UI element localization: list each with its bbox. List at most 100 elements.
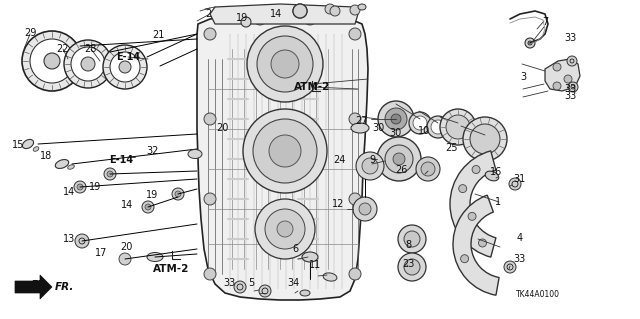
Ellipse shape	[188, 150, 202, 159]
Circle shape	[81, 57, 95, 71]
Text: 17: 17	[95, 248, 108, 258]
Circle shape	[463, 117, 507, 161]
Circle shape	[525, 38, 535, 48]
Circle shape	[470, 124, 500, 154]
Text: 29: 29	[24, 28, 37, 39]
Circle shape	[349, 113, 361, 125]
Text: 7: 7	[542, 17, 548, 27]
Circle shape	[409, 112, 431, 134]
Circle shape	[404, 259, 420, 275]
Text: 19: 19	[236, 12, 248, 23]
Text: 25: 25	[445, 143, 458, 153]
Text: 3: 3	[520, 72, 527, 82]
Text: 11: 11	[308, 260, 321, 271]
Text: ATM-2: ATM-2	[154, 263, 189, 274]
Circle shape	[377, 137, 421, 181]
Text: 33: 33	[223, 278, 236, 288]
Circle shape	[404, 231, 420, 247]
Ellipse shape	[68, 165, 74, 169]
Text: 22: 22	[56, 44, 69, 55]
Text: 19: 19	[146, 190, 159, 200]
Text: 16: 16	[490, 167, 502, 177]
Circle shape	[427, 116, 449, 138]
Circle shape	[413, 116, 427, 130]
Text: 18: 18	[40, 151, 52, 161]
Circle shape	[440, 109, 476, 145]
Circle shape	[277, 221, 293, 237]
Text: 20: 20	[120, 242, 133, 252]
Circle shape	[107, 171, 113, 177]
Polygon shape	[545, 59, 580, 91]
Ellipse shape	[22, 139, 33, 149]
Circle shape	[472, 166, 480, 174]
Circle shape	[356, 152, 384, 180]
Circle shape	[462, 222, 470, 231]
Polygon shape	[210, 4, 358, 24]
Circle shape	[71, 47, 105, 81]
Circle shape	[253, 119, 317, 183]
Circle shape	[304, 13, 316, 25]
Text: 21: 21	[152, 30, 165, 40]
Circle shape	[353, 197, 377, 221]
Text: 10: 10	[417, 126, 430, 137]
Circle shape	[204, 113, 216, 125]
Circle shape	[528, 41, 532, 45]
Text: FR.: FR.	[31, 279, 49, 290]
Text: FR.: FR.	[55, 282, 74, 292]
Circle shape	[385, 145, 413, 173]
Circle shape	[234, 281, 246, 293]
Circle shape	[349, 268, 361, 280]
Text: 30: 30	[372, 123, 385, 133]
Circle shape	[398, 253, 426, 281]
Circle shape	[269, 135, 301, 167]
Text: 14: 14	[270, 9, 283, 19]
Wedge shape	[453, 195, 499, 295]
Circle shape	[204, 28, 216, 40]
Circle shape	[553, 82, 561, 90]
Ellipse shape	[33, 147, 39, 151]
Ellipse shape	[147, 253, 163, 262]
Circle shape	[479, 239, 486, 247]
Text: 33: 33	[564, 91, 577, 101]
Ellipse shape	[323, 273, 337, 281]
Text: 5: 5	[248, 278, 254, 288]
Circle shape	[378, 101, 414, 137]
Circle shape	[104, 168, 116, 180]
Text: 9: 9	[369, 155, 376, 165]
Text: 30: 30	[389, 128, 402, 138]
Text: 33: 33	[564, 84, 577, 94]
Circle shape	[257, 36, 313, 92]
Circle shape	[350, 5, 360, 15]
Circle shape	[349, 28, 361, 40]
Polygon shape	[15, 275, 52, 299]
Ellipse shape	[55, 160, 68, 168]
Text: 26: 26	[396, 165, 408, 175]
Circle shape	[459, 185, 467, 193]
Circle shape	[119, 253, 131, 265]
Circle shape	[259, 285, 271, 297]
Circle shape	[265, 209, 305, 249]
Circle shape	[175, 191, 181, 197]
Circle shape	[172, 188, 184, 200]
Text: 24: 24	[333, 155, 346, 165]
Polygon shape	[197, 16, 368, 300]
Text: 2: 2	[205, 9, 211, 19]
Circle shape	[416, 157, 440, 181]
Circle shape	[325, 4, 335, 14]
Text: 23: 23	[402, 259, 415, 269]
Circle shape	[385, 108, 407, 130]
Circle shape	[391, 114, 401, 124]
Text: 32: 32	[146, 145, 159, 156]
Circle shape	[64, 40, 112, 88]
Circle shape	[30, 39, 74, 83]
Circle shape	[330, 6, 340, 16]
Text: 13: 13	[63, 234, 76, 244]
Circle shape	[22, 31, 82, 91]
Text: 14: 14	[63, 187, 76, 197]
Circle shape	[568, 82, 578, 92]
Circle shape	[255, 199, 315, 259]
Circle shape	[567, 56, 577, 66]
Text: 19: 19	[88, 182, 101, 192]
Circle shape	[142, 201, 154, 213]
Text: 34: 34	[287, 278, 300, 288]
